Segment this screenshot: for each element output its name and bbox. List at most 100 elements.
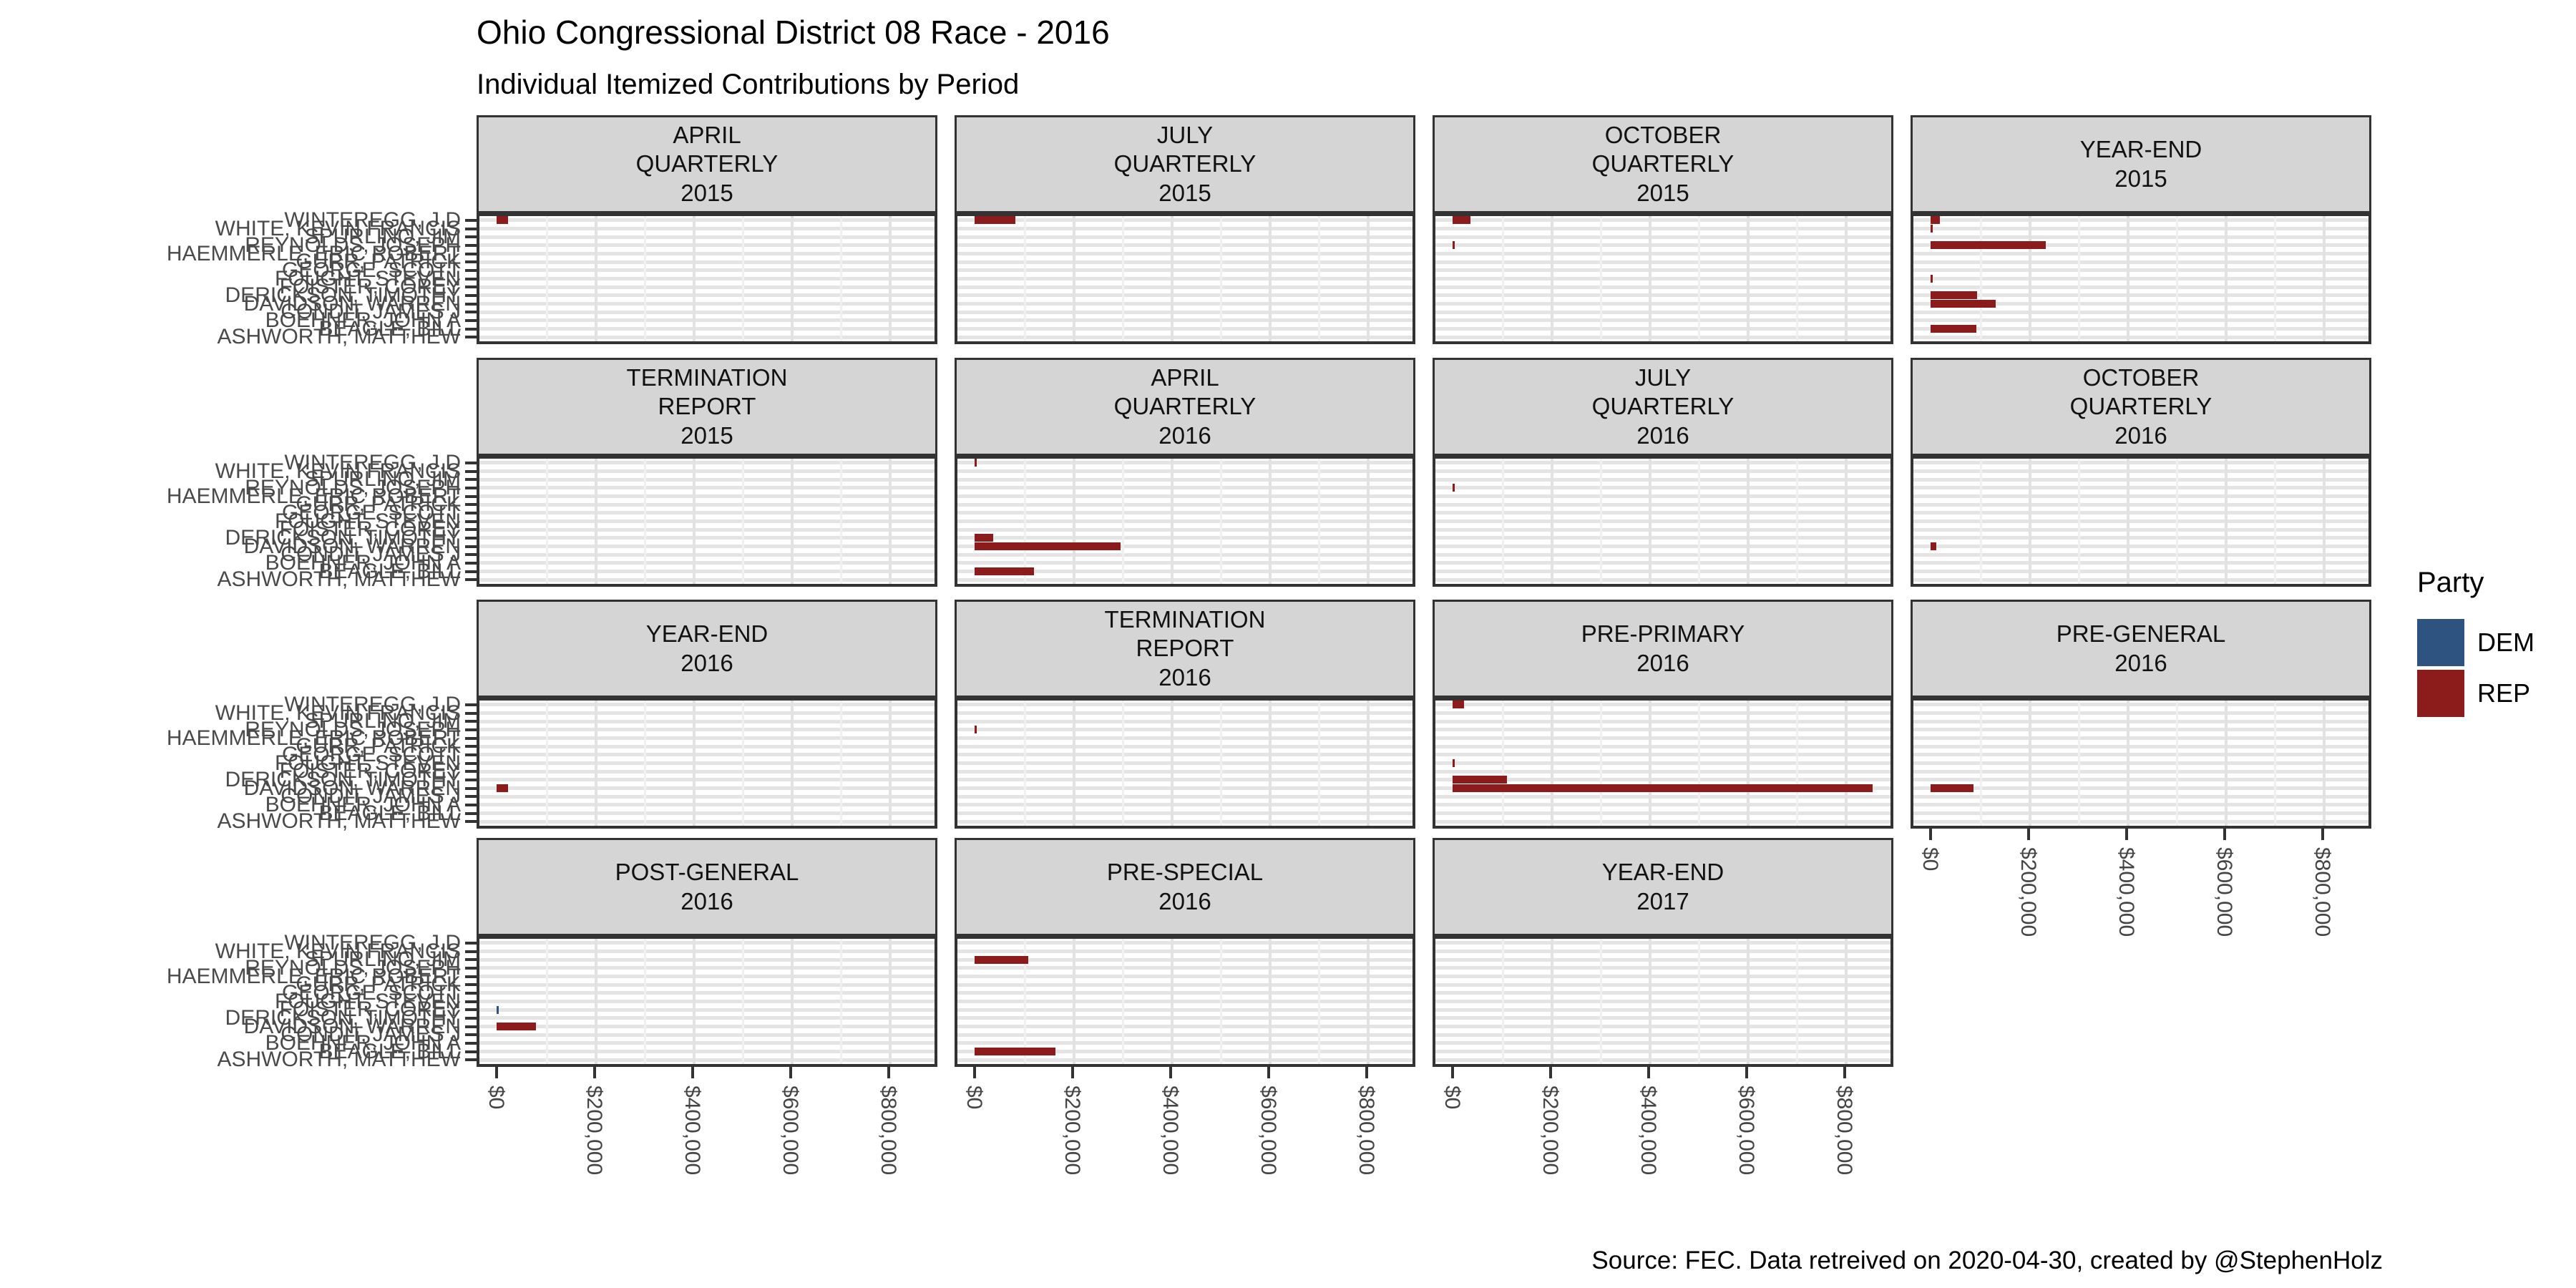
grid-line-y bbox=[957, 477, 1413, 482]
grid-line-y bbox=[1913, 252, 2368, 255]
grid-line-x-minor bbox=[839, 701, 842, 826]
grid-line-y bbox=[479, 243, 935, 248]
grid-line-x-major bbox=[1269, 939, 1272, 1064]
grid-line-x-major bbox=[595, 459, 597, 584]
grid-line-y bbox=[1435, 511, 1890, 515]
y-tick bbox=[465, 293, 477, 297]
grid-line-y bbox=[957, 293, 1413, 298]
grid-line-x-major bbox=[2127, 459, 2129, 584]
y-tick bbox=[465, 252, 477, 255]
grid-line-y bbox=[1913, 794, 2368, 799]
x-axis-label: $400,000 bbox=[1158, 1085, 1182, 1176]
rep-swatch bbox=[2417, 670, 2464, 717]
grid-line-y bbox=[479, 570, 935, 573]
grid-line-x-major bbox=[1367, 216, 1370, 341]
grid-line-y bbox=[1435, 570, 1890, 573]
facet-strip-label: 2016 bbox=[1158, 663, 1211, 691]
grid-line-x-minor bbox=[1795, 216, 1798, 341]
facet-panel bbox=[477, 213, 937, 344]
facet-strip-label: YEAR-END bbox=[1601, 859, 1724, 886]
grid-line-y bbox=[1435, 819, 1890, 824]
grid-line-x-major bbox=[1747, 939, 1750, 1064]
grid-line-y bbox=[1435, 527, 1890, 532]
y-axis-label: DAVIDSON, WARREN bbox=[243, 1014, 461, 1038]
grid-line-y bbox=[1435, 1058, 1890, 1062]
grid-line-y bbox=[1435, 486, 1890, 490]
x-axis-label: $200,000 bbox=[2016, 847, 2040, 937]
grid-line-y bbox=[1435, 1050, 1890, 1053]
y-axis-label: GURR, PATRICK bbox=[296, 492, 461, 517]
grid-line-x-major bbox=[2029, 459, 2031, 584]
grid-line-y bbox=[1913, 552, 2368, 557]
y-tick bbox=[465, 268, 477, 272]
y-axis-label: CONDIT, JAMES J bbox=[280, 1023, 461, 1047]
x-axis-label: $400,000 bbox=[1636, 1085, 1660, 1176]
facet-strip-label: 2015 bbox=[1636, 179, 1689, 206]
y-axis-label: SPURLINO, JIM bbox=[304, 467, 461, 492]
y-axis-label: GURR, PATRICK bbox=[296, 250, 461, 274]
grid-line-y bbox=[957, 1058, 1413, 1062]
grid-line-y bbox=[1913, 769, 2368, 774]
grid-line-x-minor bbox=[643, 216, 646, 341]
grid-line-x-major bbox=[693, 701, 696, 826]
grid-line-x-major bbox=[1073, 459, 1075, 584]
bar-rep bbox=[975, 567, 1034, 575]
grid-line-x-major bbox=[889, 939, 892, 1064]
grid-line-x-major bbox=[1649, 459, 1652, 584]
grid-line-y bbox=[479, 728, 935, 732]
y-tick bbox=[465, 528, 477, 532]
grid-line-y bbox=[479, 252, 935, 255]
grid-line-y bbox=[1913, 577, 2368, 582]
grid-line-y bbox=[479, 744, 935, 748]
grid-line-y bbox=[479, 552, 935, 557]
grid-line-x-minor bbox=[1219, 939, 1222, 1064]
y-tick bbox=[465, 336, 477, 339]
grid-line-y bbox=[1913, 561, 2368, 565]
y-tick bbox=[465, 260, 477, 264]
facet-strip: JULY QUARTERLY 2016 bbox=[1433, 358, 1893, 456]
grid-line-y bbox=[1435, 803, 1890, 807]
grid-line-y bbox=[1913, 285, 2368, 289]
grid-line-y bbox=[1435, 461, 1890, 465]
legend-label-dem: DEM bbox=[2477, 628, 2534, 657]
bar-rep bbox=[975, 534, 994, 542]
grid-line-y bbox=[1435, 577, 1890, 582]
y-tick bbox=[465, 966, 477, 970]
grid-line-y bbox=[1435, 719, 1890, 723]
bar-rep bbox=[1453, 701, 1465, 709]
y-tick bbox=[465, 277, 477, 280]
facet-strip-label: 2016 bbox=[2114, 649, 2167, 676]
facet-strip: PRE-PRIMARY 2016 bbox=[1433, 600, 1893, 698]
bar-rep bbox=[1931, 325, 1977, 333]
grid-line-y bbox=[479, 957, 935, 962]
y-tick bbox=[465, 318, 477, 322]
grid-line-x-minor bbox=[1317, 701, 1320, 826]
grid-line-x-major bbox=[1171, 701, 1174, 826]
grid-line-y bbox=[957, 761, 1413, 765]
y-axis-label: DAVIDSON, WARREN bbox=[243, 534, 461, 558]
y-tick bbox=[465, 1016, 477, 1020]
x-tick bbox=[2027, 829, 2030, 840]
facet-strip-label: OCTOBER bbox=[2082, 364, 2200, 391]
grid-line-y bbox=[479, 260, 935, 264]
x-tick bbox=[1451, 1067, 1454, 1078]
grid-line-y bbox=[1435, 1041, 1890, 1045]
grid-line-x-major bbox=[1747, 216, 1750, 341]
grid-line-y bbox=[957, 561, 1413, 565]
x-axis-label: $800,000 bbox=[1355, 1085, 1378, 1176]
grid-line-y bbox=[1913, 819, 2368, 824]
x-axis-label: $600,000 bbox=[1257, 1085, 1280, 1176]
grid-line-y bbox=[479, 778, 935, 782]
grid-line-y bbox=[479, 235, 935, 239]
grid-line-y bbox=[957, 736, 1413, 740]
y-axis-label: FOUGHT, STEVEN bbox=[274, 751, 461, 775]
grid-line-x-minor bbox=[839, 459, 842, 584]
bar-rep bbox=[1931, 300, 1996, 308]
y-axis-label: BEAGLE, BILL bbox=[318, 559, 461, 583]
y-tick bbox=[465, 1000, 477, 1003]
grid-line-y bbox=[1435, 268, 1890, 273]
grid-line-y bbox=[479, 318, 935, 323]
grid-line-y bbox=[1435, 1008, 1890, 1012]
panel-inner bbox=[479, 216, 935, 341]
